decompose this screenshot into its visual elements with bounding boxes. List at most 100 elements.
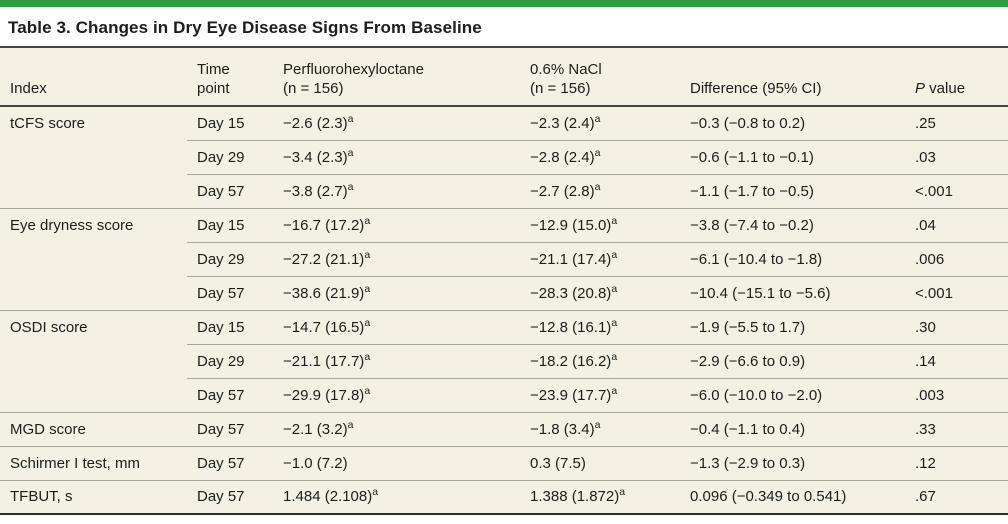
table-row: Day 57 −29.9 (17.8)a −23.9 (17.7)a −6.0 … <box>0 377 1008 412</box>
footnote-marker: a <box>594 146 601 159</box>
table-header-row: Index Time point Perfluorohexyloctane (n… <box>0 48 1008 107</box>
footnote-marker: a <box>611 214 618 227</box>
table-row: Day 29 −27.2 (21.1)a −21.1 (17.4)a −6.1 … <box>0 241 1008 276</box>
cell-p-value: <.001 <box>905 275 1008 310</box>
table-title: Table 3. Changes in Dry Eye Disease Sign… <box>0 7 1008 48</box>
cell-time-point: Day 29 <box>187 139 273 174</box>
cell-difference: −0.4 (−1.1 to 0.4) <box>680 411 905 446</box>
column-header-p-value: P value <box>905 48 1008 107</box>
footnote-marker: a <box>347 180 354 193</box>
cell-control-value: 1.388 (1.872)a <box>520 479 680 514</box>
column-header-difference: Difference (95% CI) <box>680 48 905 107</box>
footnote-marker: a <box>364 282 371 295</box>
cell-difference: −10.4 (−15.1 to −5.6) <box>680 275 905 310</box>
cell-difference: −2.9 (−6.6 to 0.9) <box>680 343 905 378</box>
cell-time-point: Day 29 <box>187 241 273 276</box>
cell-time-point: Day 57 <box>187 275 273 310</box>
cell-index: TFBUT, s <box>0 479 187 514</box>
cell-treatment-value: −3.4 (2.3)a <box>273 139 520 174</box>
cell-time-point: Day 57 <box>187 173 273 208</box>
cell-time-point: Day 15 <box>187 207 273 242</box>
table-body: tCFS score Day 15 −2.6 (2.3)a −2.3 (2.4)… <box>0 105 1008 514</box>
cell-difference: −0.6 (−1.1 to −0.1) <box>680 139 905 174</box>
footnote-marker: a <box>594 180 601 193</box>
footnote-marker: a <box>364 384 371 397</box>
cell-treatment-value: −21.1 (17.7)a <box>273 343 520 378</box>
cell-time-point: Day 57 <box>187 411 273 446</box>
cell-difference: −6.1 (−10.4 to −1.8) <box>680 241 905 276</box>
cell-p-value: .14 <box>905 343 1008 378</box>
table-row: Day 57 −3.8 (2.7)a −2.7 (2.8)a −1.1 (−1.… <box>0 173 1008 208</box>
cell-p-value: <.001 <box>905 173 1008 208</box>
cell-difference: −1.9 (−5.5 to 1.7) <box>680 309 905 344</box>
table-row: Schirmer I test, mm Day 57 −1.0 (7.2) 0.… <box>0 445 1008 480</box>
cell-difference: −6.0 (−10.0 to −2.0) <box>680 377 905 412</box>
cell-index: Eye dryness score <box>0 207 187 242</box>
cell-index: Schirmer I test, mm <box>0 445 187 480</box>
cell-difference: −1.3 (−2.9 to 0.3) <box>680 445 905 480</box>
cell-control-value: −28.3 (20.8)a <box>520 275 680 310</box>
cell-p-value: .33 <box>905 411 1008 446</box>
cell-treatment-value: −2.1 (3.2)a <box>273 411 520 446</box>
cell-p-value: .03 <box>905 139 1008 174</box>
cell-difference: −0.3 (−0.8 to 0.2) <box>680 105 905 140</box>
cell-time-point: Day 57 <box>187 479 273 514</box>
footnote-marker: a <box>611 350 618 363</box>
cell-control-value: −12.8 (16.1)a <box>520 309 680 344</box>
table-row: Eye dryness score Day 15 −16.7 (17.2)a −… <box>0 207 1008 242</box>
cell-treatment-value: −3.8 (2.7)a <box>273 173 520 208</box>
footnote-marker: a <box>364 350 371 363</box>
cell-time-point: Day 57 <box>187 445 273 480</box>
cell-index <box>0 242 187 276</box>
footnote-marker: a <box>619 486 626 499</box>
cell-time-point: Day 15 <box>187 105 273 140</box>
cell-difference: −3.8 (−7.4 to −0.2) <box>680 207 905 242</box>
table-row: MGD score Day 57 −2.1 (3.2)a −1.8 (3.4)a… <box>0 411 1008 446</box>
footnote-marker: a <box>364 214 371 227</box>
cell-treatment-value: −16.7 (17.2)a <box>273 207 520 242</box>
cell-index: tCFS score <box>0 105 187 140</box>
footnote-marker: a <box>347 112 354 125</box>
cell-treatment-value: −27.2 (21.1)a <box>273 241 520 276</box>
accent-bar <box>0 0 1008 7</box>
column-header-perfluorohexyloctane: Perfluorohexyloctane (n = 156) <box>273 48 520 107</box>
table-row: Day 29 −21.1 (17.7)a −18.2 (16.2)a −2.9 … <box>0 343 1008 378</box>
footnote-marker: a <box>347 146 354 159</box>
footnote-marker: a <box>611 282 618 295</box>
cell-treatment-value: −29.9 (17.8)a <box>273 377 520 412</box>
cell-treatment-value: −1.0 (7.2) <box>273 445 520 480</box>
cell-treatment-value: −2.6 (2.3)a <box>273 105 520 140</box>
cell-p-value: .04 <box>905 207 1008 242</box>
cell-treatment-value: −38.6 (21.9)a <box>273 275 520 310</box>
cell-difference: −1.1 (−1.7 to −0.5) <box>680 173 905 208</box>
footnote-marker: a <box>611 316 618 329</box>
column-header-nacl: 0.6% NaCl (n = 156) <box>520 48 680 107</box>
footnote-marker: a <box>611 248 618 261</box>
cell-p-value: .25 <box>905 105 1008 140</box>
cell-control-value: −2.8 (2.4)a <box>520 139 680 174</box>
cell-difference: 0.096 (−0.349 to 0.541) <box>680 479 905 514</box>
dry-eye-signs-table: Index Time point Perfluorohexyloctane (n… <box>0 48 1008 515</box>
cell-time-point: Day 29 <box>187 343 273 378</box>
cell-control-value: −12.9 (15.0)a <box>520 207 680 242</box>
footnote-marker: a <box>611 384 618 397</box>
footnote-marker: a <box>364 248 371 261</box>
cell-index: OSDI score <box>0 309 187 344</box>
footnote-marker: a <box>364 316 371 329</box>
cell-control-value: −2.3 (2.4)a <box>520 105 680 140</box>
table-row: Day 57 −38.6 (21.9)a −28.3 (20.8)a −10.4… <box>0 275 1008 310</box>
cell-time-point: Day 57 <box>187 377 273 412</box>
p-value-italic-p: P <box>915 80 926 97</box>
cell-control-value: 0.3 (7.5) <box>520 445 680 480</box>
cell-control-value: −18.2 (16.2)a <box>520 343 680 378</box>
table-row: Day 29 −3.4 (2.3)a −2.8 (2.4)a −0.6 (−1.… <box>0 139 1008 174</box>
table-row: tCFS score Day 15 −2.6 (2.3)a −2.3 (2.4)… <box>0 105 1008 140</box>
cell-index <box>0 140 187 174</box>
column-header-index-label: Index <box>10 80 47 97</box>
cell-p-value: .003 <box>905 377 1008 412</box>
column-header-index: Index <box>0 48 187 107</box>
cell-p-value: .006 <box>905 241 1008 276</box>
cell-control-value: −23.9 (17.7)a <box>520 377 680 412</box>
cell-time-point: Day 15 <box>187 309 273 344</box>
cell-p-value: .67 <box>905 479 1008 514</box>
